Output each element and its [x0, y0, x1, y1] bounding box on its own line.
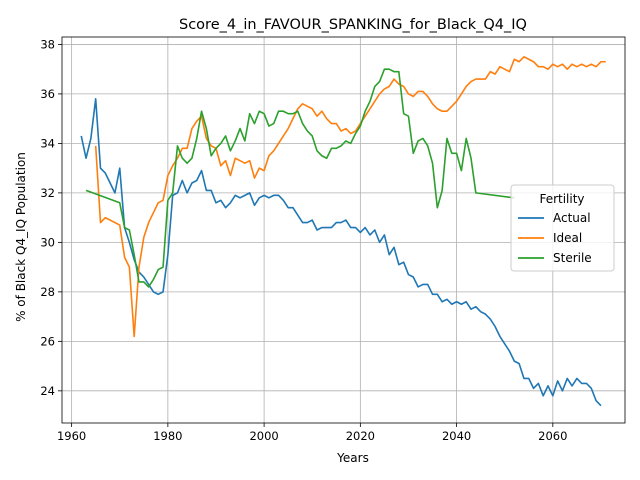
y-axis: 24 26 28 30 32 34 36 38	[40, 37, 62, 398]
x-tick-label: 2060	[538, 429, 567, 443]
series-line-sterile	[85, 68, 515, 288]
chart-title: Score_4_in_FAVOUR_SPANKING_for_Black_Q4_…	[179, 17, 527, 33]
y-axis-label: % of Black Q4_IQ Population	[14, 152, 28, 322]
x-tick-label: 1960	[57, 429, 86, 443]
x-tick-label: 2000	[249, 429, 278, 443]
y-tick-label: 36	[40, 87, 55, 101]
y-tick-label: 26	[40, 334, 55, 348]
legend-title: Fertility	[539, 192, 584, 206]
legend: Fertility Actual Ideal Sterile	[510, 184, 615, 272]
legend-box	[510, 184, 615, 272]
y-tick-label: 38	[40, 37, 55, 51]
y-tick-label: 34	[40, 136, 55, 150]
y-tick-label: 32	[40, 186, 55, 200]
legend-label-actual: Actual	[553, 211, 591, 225]
legend-entries: Actual Ideal Sterile	[518, 211, 592, 265]
y-tick-label: 28	[40, 285, 55, 299]
x-axis: 1960 1980 2000 2020 2040 2060	[57, 423, 567, 443]
x-tick-label: 2020	[346, 429, 375, 443]
x-tick-label: 2040	[442, 429, 471, 443]
legend-label-ideal: Ideal	[553, 231, 582, 245]
x-tick-label: 1980	[153, 429, 182, 443]
series-layer	[80, 55, 606, 407]
axes-frame	[61, 36, 626, 424]
x-axis-label: Years	[336, 451, 369, 465]
series-line-ideal	[94, 55, 606, 338]
series-line-actual	[80, 98, 602, 407]
y-tick-label: 24	[40, 384, 55, 398]
legend-label-sterile: Sterile	[553, 251, 592, 265]
y-tick-label: 30	[40, 235, 55, 249]
